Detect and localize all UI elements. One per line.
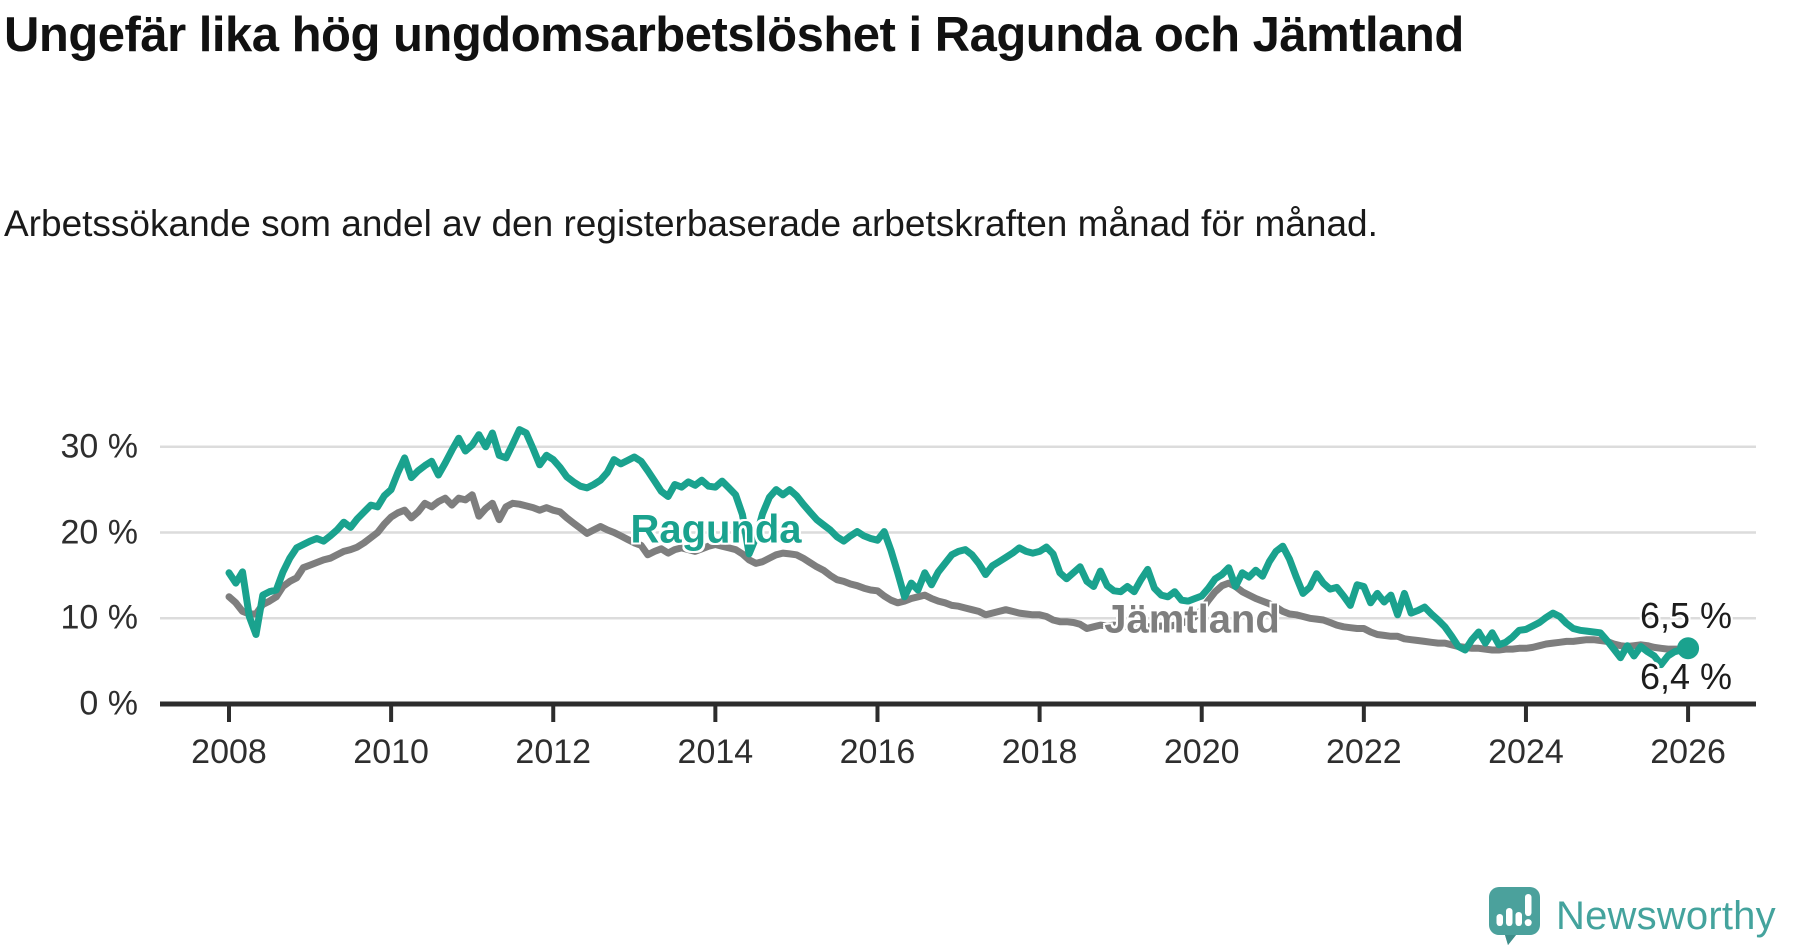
newsworthy-logo-icon bbox=[1489, 887, 1540, 945]
series-label-ragunda: Ragunda bbox=[630, 507, 802, 552]
brand-footer: Newsworthy bbox=[1486, 885, 1776, 947]
x-axis-label: 2022 bbox=[1326, 733, 1402, 771]
page-title: Ungefär lika hög ungdomsarbetslöshet i R… bbox=[4, 8, 1464, 62]
x-axis-label: 2024 bbox=[1488, 733, 1564, 771]
series-label-jamtland: Jämtland bbox=[1104, 597, 1280, 642]
x-axis-label: 2020 bbox=[1163, 733, 1240, 771]
x-axis-label: 2014 bbox=[677, 733, 754, 771]
y-axis-label: 30 % bbox=[60, 427, 139, 466]
x-axis-label: 2012 bbox=[515, 733, 592, 771]
y-axis-label: 20 % bbox=[60, 513, 139, 551]
end-value-jamtland: 6,4 % bbox=[1640, 656, 1733, 697]
brand-name: Newsworthy bbox=[1556, 893, 1776, 938]
end-value-ragunda: 6,5 % bbox=[1640, 595, 1733, 636]
y-axis-label: 0 % bbox=[79, 684, 138, 723]
chart-subtitle: Arbetssökande som andel av den registerb… bbox=[4, 203, 1378, 244]
y-axis-label: 10 % bbox=[60, 598, 139, 637]
x-axis-label: 2026 bbox=[1650, 733, 1726, 771]
x-axis-label: 2016 bbox=[839, 733, 916, 771]
x-axis-label: 2008 bbox=[191, 733, 267, 771]
x-axis-label: 2010 bbox=[353, 733, 429, 771]
x-axis-label: 2018 bbox=[1001, 733, 1078, 771]
